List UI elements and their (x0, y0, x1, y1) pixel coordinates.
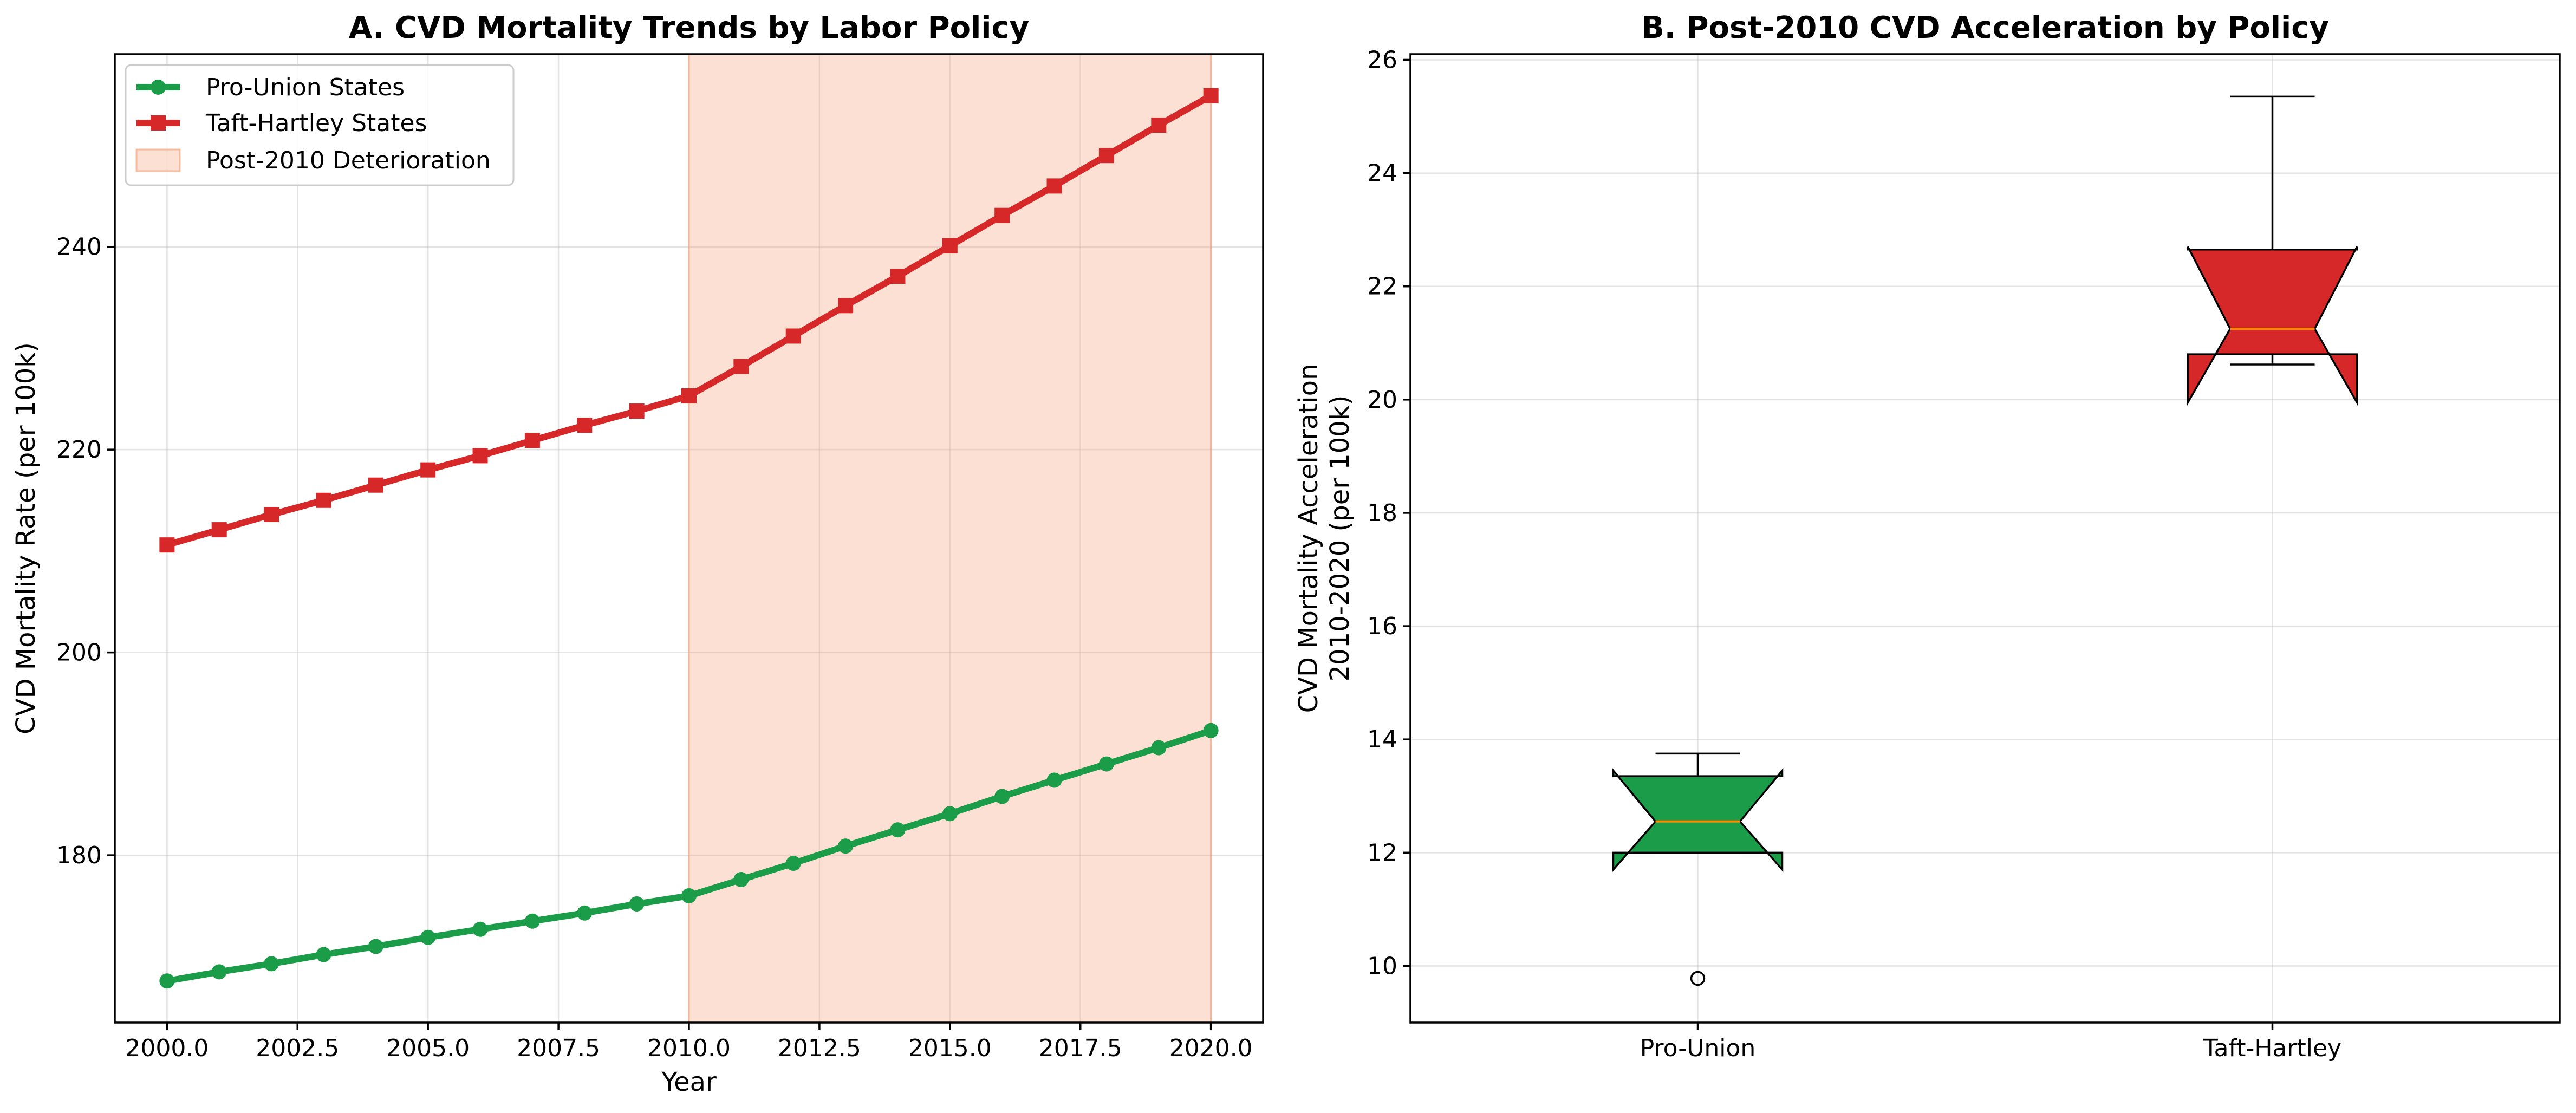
data-point (733, 359, 749, 374)
legend-label-post-2010: Post-2010 Deterioration (206, 147, 491, 174)
data-point (1203, 88, 1219, 103)
legend-marker (151, 80, 166, 95)
y-tick-label: 22 (1367, 273, 1397, 301)
panel-b-title: B. Post-2010 CVD Acceleration by Policy (1641, 10, 2329, 45)
data-point (681, 388, 697, 403)
data-point (159, 537, 175, 553)
panel-a-y-axis-label: CVD Mortality Rate (per 100k) (11, 342, 41, 734)
y-tick-label: 24 (1367, 160, 1397, 187)
box-taft-hartley (2187, 95, 2358, 406)
data-point (420, 929, 436, 945)
data-point (785, 328, 801, 344)
x-tick-label: 2005.0 (386, 1034, 470, 1062)
panel-a-title: A. CVD Mortality Trends by Labor Policy (349, 10, 1029, 45)
legend-frame (125, 64, 515, 186)
data-point (681, 888, 697, 903)
data-point (1098, 756, 1114, 772)
data-point (838, 838, 854, 854)
data-point (629, 896, 645, 912)
data-point (942, 238, 958, 253)
data-point (1203, 723, 1219, 738)
y-tick-label: 26 (1367, 46, 1397, 74)
x-tick-label: Pro-Union (1640, 1034, 1756, 1062)
y-tick-label: 240 (56, 233, 102, 261)
data-point (211, 964, 227, 980)
y-tick-label: 20 (1367, 386, 1397, 414)
data-point (316, 492, 331, 508)
y-tick-label: 14 (1367, 726, 1397, 753)
data-point (368, 939, 383, 954)
panel-a-legend: Pro-Union States Taft-Hartley States Pos… (125, 64, 515, 186)
data-point (264, 507, 279, 523)
legend-marker (151, 115, 166, 131)
x-tick-label: 2017.5 (1039, 1034, 1122, 1062)
x-tick-label: 2000.0 (125, 1034, 209, 1062)
x-tick-label: 2012.5 (778, 1034, 861, 1062)
series-taft-hartley-states (159, 88, 1219, 553)
data-point (577, 418, 593, 433)
y-tick-label: 16 (1367, 613, 1397, 640)
y-tick-label: 10 (1367, 952, 1397, 980)
data-point (994, 789, 1010, 804)
y-tick-label: 12 (1367, 839, 1397, 867)
post-2010-shaded-region (688, 53, 1212, 1024)
x-tick-label: 2020.0 (1169, 1034, 1253, 1062)
data-point (1046, 178, 1062, 194)
data-point (890, 822, 906, 838)
x-tick-label: Taft-Hartley (2203, 1034, 2341, 1062)
panel-b-box-plot: Pro-Union Taft-Hartley101214161820222426 … (1293, 10, 2561, 1062)
x-tick-label: 2015.0 (908, 1034, 992, 1062)
legend-label-taft-hartley: Taft-Hartley States (205, 109, 427, 137)
data-point (1151, 740, 1167, 756)
data-point (942, 806, 958, 822)
y-tick-label: 200 (56, 639, 102, 667)
series-pro-union-states (159, 723, 1219, 989)
y-tick-label: 180 (56, 842, 102, 869)
y-tick-label: 18 (1367, 499, 1397, 527)
box-pro-union (1612, 752, 1784, 986)
data-point (629, 403, 645, 419)
data-point (733, 872, 749, 888)
data-point (1151, 118, 1167, 133)
data-point (524, 433, 540, 448)
data-point (577, 905, 593, 921)
panel-a-x-axis-label: Year (661, 1067, 717, 1097)
data-point (1046, 772, 1062, 788)
data-point (211, 522, 227, 538)
data-point (472, 921, 488, 937)
data-point (368, 477, 383, 493)
x-tick-label: 2010.0 (647, 1034, 731, 1062)
data-point (316, 947, 331, 962)
box-body (2187, 246, 2358, 406)
y-axis-label-line: 2010-2020 (per 100k) (1325, 395, 1355, 682)
outlier-point (1690, 971, 1706, 986)
data-point (159, 973, 175, 989)
x-tick-label: 2007.5 (517, 1034, 600, 1062)
panel-b-plot-frame (1409, 53, 2561, 1024)
legend-label-pro-union: Pro-Union States (206, 74, 405, 101)
data-point (1098, 148, 1114, 164)
panel-a-line-chart: 2000.0 2002.5 2005.0 2007.5 2010.0 2012.5 2015… (11, 10, 1264, 1097)
data-point (838, 298, 854, 314)
data-point (472, 448, 488, 464)
data-point (524, 913, 540, 929)
legend-swatch (135, 148, 181, 172)
y-tick-label: 220 (56, 436, 102, 464)
y-axis-label-line: CVD Mortality Acceleration (1293, 364, 1324, 713)
x-tick-label: 2002.5 (256, 1034, 339, 1062)
data-point (264, 956, 279, 972)
box-body (1612, 767, 1784, 873)
data-point (785, 856, 801, 871)
data-point (890, 269, 906, 284)
panel-b-y-axis-label: CVD Mortality Acceleration2010-2020 (per… (1293, 364, 1355, 713)
data-point (994, 207, 1010, 223)
data-point (420, 462, 436, 478)
